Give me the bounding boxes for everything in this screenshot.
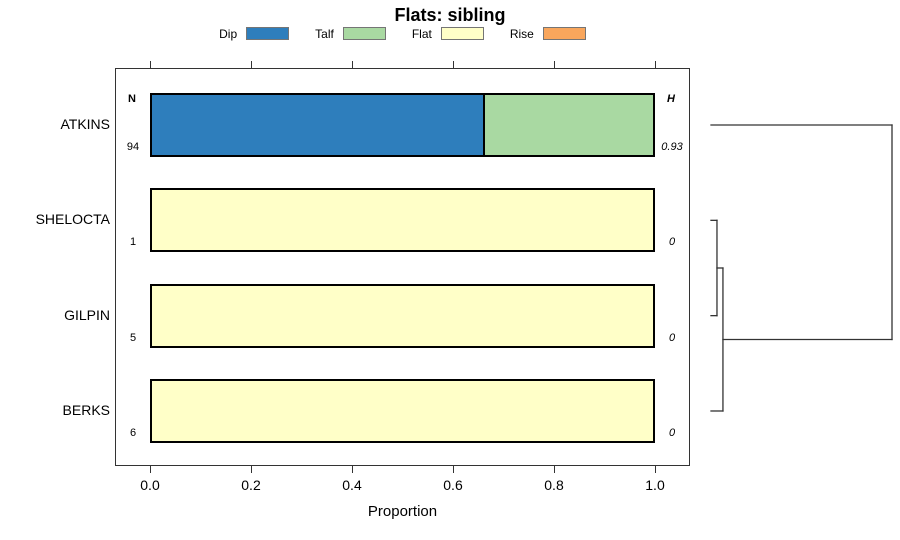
bar-segment-flat (152, 285, 653, 346)
legend-label: Talf (315, 26, 334, 41)
row-label-atkins: ATKINS (60, 116, 110, 132)
axis-tick-label: 0.4 (342, 477, 362, 493)
axis-tick-label: 1.0 (645, 477, 665, 493)
axis-tick-top (352, 61, 353, 68)
axis-tick-bottom (352, 466, 353, 473)
h-value: 0 (668, 331, 676, 344)
n-column-header: N (128, 93, 136, 105)
bar-segment-flat (152, 380, 653, 441)
h-value: 0 (668, 236, 676, 249)
bar-segment-flat (152, 190, 653, 251)
axis-tick-bottom (251, 466, 252, 473)
axis-tick-label: 0.8 (544, 477, 564, 493)
bar-shelocta (150, 188, 655, 253)
row-label-gilpin: GILPIN (64, 306, 110, 323)
h-value: 0.93 (661, 141, 683, 153)
legend-label: Flat (411, 26, 432, 41)
row-label-berks: BERKS (62, 401, 110, 418)
n-value: 1 (129, 236, 137, 249)
axis-tick-bottom (655, 466, 656, 473)
x-axis-title: Proportion (367, 503, 438, 520)
legend-item-rise: Rise (510, 27, 586, 41)
axis-tick-label: 0.0 (140, 477, 160, 493)
bar-segment-talf (482, 95, 653, 155)
axis-tick-bottom (554, 466, 555, 473)
axis-tick-bottom (150, 466, 151, 473)
legend-label: Dip (219, 26, 238, 41)
n-value: 94 (126, 141, 140, 153)
legend-item-flat: Flat (412, 27, 484, 41)
axis-tick-top (251, 61, 252, 68)
h-value: 0 (668, 426, 676, 439)
bar-segment-dip (152, 95, 483, 155)
axis-tick-label: 0.6 (443, 477, 463, 493)
bar-gilpin (150, 283, 655, 348)
chart-title: Flats: sibling (394, 5, 506, 25)
axis-tick-top (453, 61, 454, 68)
axis-tick-bottom (453, 466, 454, 473)
axis-tick-label: 0.2 (241, 477, 261, 493)
legend-item-talf: Talf (315, 27, 386, 41)
row-label-shelocta: SHELOCTA (35, 211, 110, 228)
axis-tick-top (655, 61, 656, 68)
h-column-header: H (667, 93, 675, 105)
legend-swatch-rise (542, 27, 586, 40)
bar-atkins (150, 93, 655, 157)
bar-berks (150, 378, 655, 443)
legend-item-dip: Dip (219, 26, 290, 41)
n-value: 6 (129, 426, 137, 439)
legend-swatch-flat (440, 27, 484, 40)
legend-swatch-dip (246, 27, 290, 40)
axis-tick-top (554, 61, 555, 68)
n-value: 5 (129, 331, 137, 344)
axis-tick-top (150, 61, 151, 68)
legend-swatch-talf (342, 27, 386, 40)
legend-label: Rise (509, 26, 534, 41)
legend: Dip Talf Flat Rise (115, 25, 690, 42)
